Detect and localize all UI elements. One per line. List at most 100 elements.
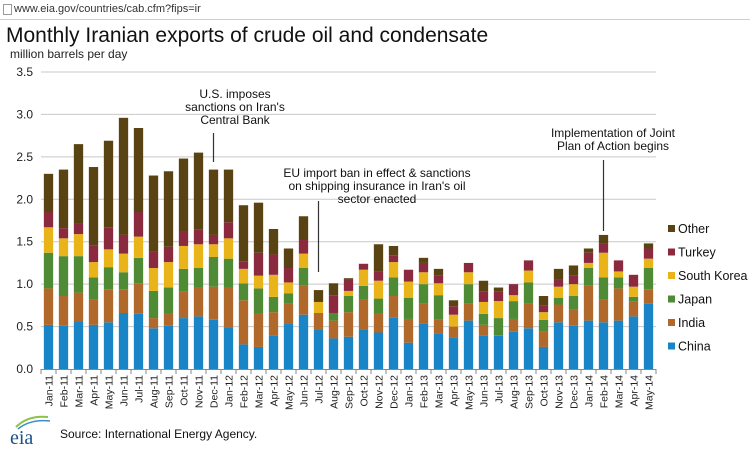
bar-segment-japan <box>103 267 114 290</box>
bar-segment-turkey <box>538 305 549 313</box>
bar-segment-turkey <box>553 279 564 287</box>
bar-segment-india <box>268 312 279 336</box>
bar-segment-china <box>538 346 549 369</box>
x-tick-label: Feb-12 <box>239 375 251 408</box>
bar-segment-other <box>313 290 324 302</box>
bar-segment-south-korea <box>583 262 594 269</box>
annotation-text: U.S. imposes <box>199 87 270 101</box>
bar-segment-other <box>208 169 219 235</box>
bar-segment-japan <box>238 283 249 301</box>
x-tick-label: Aug-13 <box>509 375 521 409</box>
bar-segment-turkey <box>253 252 264 276</box>
bar-segment-other <box>73 144 84 224</box>
bar-segment-china <box>88 324 99 369</box>
legend-label: China <box>678 340 711 354</box>
bar-segment-india <box>478 324 489 336</box>
bar-segment-turkey <box>178 231 189 246</box>
bar-segment-india <box>118 289 129 313</box>
bar-segment-china <box>418 323 429 369</box>
bar-segment-south-korea <box>343 290 354 297</box>
bar-segment-japan <box>73 256 84 293</box>
bar-segment-other <box>448 300 459 307</box>
annotation-text: sector enacted <box>338 192 417 206</box>
browser-url-bar[interactable]: www.eia.gov/countries/cab.cfm?fips=ir <box>0 0 750 20</box>
legend-swatch-other <box>668 225 675 232</box>
bar-segment-turkey <box>238 261 249 269</box>
x-tick-label: Jun-12 <box>299 375 311 407</box>
bar-segment-turkey <box>628 274 639 287</box>
annotation-text: Implementation of Joint <box>551 126 676 140</box>
legend-swatch-turkey <box>668 248 675 256</box>
legend-swatch-china <box>668 342 675 350</box>
bar-segment-turkey <box>373 271 384 281</box>
bar-segment-china <box>343 336 354 369</box>
legend-swatch-japan <box>668 295 675 303</box>
bar-segment-turkey <box>598 243 609 253</box>
bar-segment-china <box>613 320 624 369</box>
x-tick-label: Jan-14 <box>584 375 596 407</box>
bar-segment-turkey <box>133 212 144 237</box>
bar-segment-turkey <box>208 234 219 245</box>
x-tick-label: Jan-11 <box>44 375 56 406</box>
bar-segment-turkey <box>478 291 489 302</box>
bar-segment-china <box>388 317 399 369</box>
bar-segment-india <box>88 299 99 325</box>
url-text[interactable]: www.eia.gov/countries/cab.cfm?fips=ir <box>14 3 201 15</box>
bar-segment-south-korea <box>523 270 534 283</box>
annotation-text: sanctions on Iran's <box>185 100 285 114</box>
bar-segment-india <box>238 300 249 345</box>
y-tick-label: 2.0 <box>16 192 33 206</box>
bar-segment-other <box>343 278 354 280</box>
x-tick-label: Oct-12 <box>359 375 371 407</box>
legend-swatch-south-korea <box>668 272 675 279</box>
x-tick-label: Aug-11 <box>149 375 161 408</box>
x-tick-label: Mar-12 <box>254 375 266 408</box>
x-tick-label: Sep-13 <box>524 375 536 409</box>
bar-segment-china <box>463 320 474 369</box>
bar-segment-china <box>508 331 519 369</box>
bar-segment-other <box>388 245 399 256</box>
bar-segment-south-korea <box>283 282 294 294</box>
bar-segment-japan <box>118 272 129 290</box>
bar-segment-japan <box>193 268 204 288</box>
annotation-text: EU import ban in effect & sanctions <box>283 166 470 180</box>
bar-segment-south-korea <box>643 258 654 269</box>
bar-segment-india <box>343 312 354 337</box>
bar-segment-japan <box>283 293 294 304</box>
bar-segment-south-korea <box>388 262 399 278</box>
bar-segment-other <box>268 228 279 255</box>
x-tick-label: Mar-14 <box>614 375 626 408</box>
bar-segment-china <box>298 314 309 369</box>
x-tick-label: Mar-13 <box>434 375 446 408</box>
x-tick-label: Jun-11 <box>119 375 131 406</box>
y-tick-label: 0.0 <box>16 362 33 376</box>
bar-segment-other <box>373 244 384 272</box>
bar-segment-china <box>73 321 84 369</box>
legend-label: Other <box>678 222 709 236</box>
bar-segment-japan <box>643 268 654 290</box>
bar-segment-japan <box>613 277 624 289</box>
y-axis-unit-label: million barrels per day <box>10 47 128 61</box>
y-tick-label: 3.0 <box>16 107 33 121</box>
x-tick-label: Sep-12 <box>344 375 356 409</box>
bar-segment-india <box>403 318 414 343</box>
bar-segment-japan <box>133 257 144 284</box>
bar-segment-south-korea <box>163 262 174 288</box>
y-tick-label: 1.5 <box>16 235 33 249</box>
bar-segment-south-korea <box>313 301 324 313</box>
bar-segment-other <box>598 234 609 244</box>
bar-segment-other <box>148 175 159 252</box>
bar-segment-turkey <box>358 263 369 270</box>
x-tick-label: Mar-11 <box>74 375 86 408</box>
bar-segment-india <box>418 303 429 324</box>
legend-label: Japan <box>678 293 712 307</box>
bar-segment-india <box>388 296 399 318</box>
x-tick-label: Oct-11 <box>179 375 191 406</box>
bar-segment-other <box>478 280 489 292</box>
bar-segment-other <box>58 169 69 229</box>
bar-segment-other <box>103 140 114 228</box>
bar-segment-turkey <box>328 295 339 313</box>
x-tick-label: Oct-13 <box>539 375 551 407</box>
bar-segment-india <box>208 286 219 320</box>
bar-segment-south-korea <box>433 283 444 296</box>
